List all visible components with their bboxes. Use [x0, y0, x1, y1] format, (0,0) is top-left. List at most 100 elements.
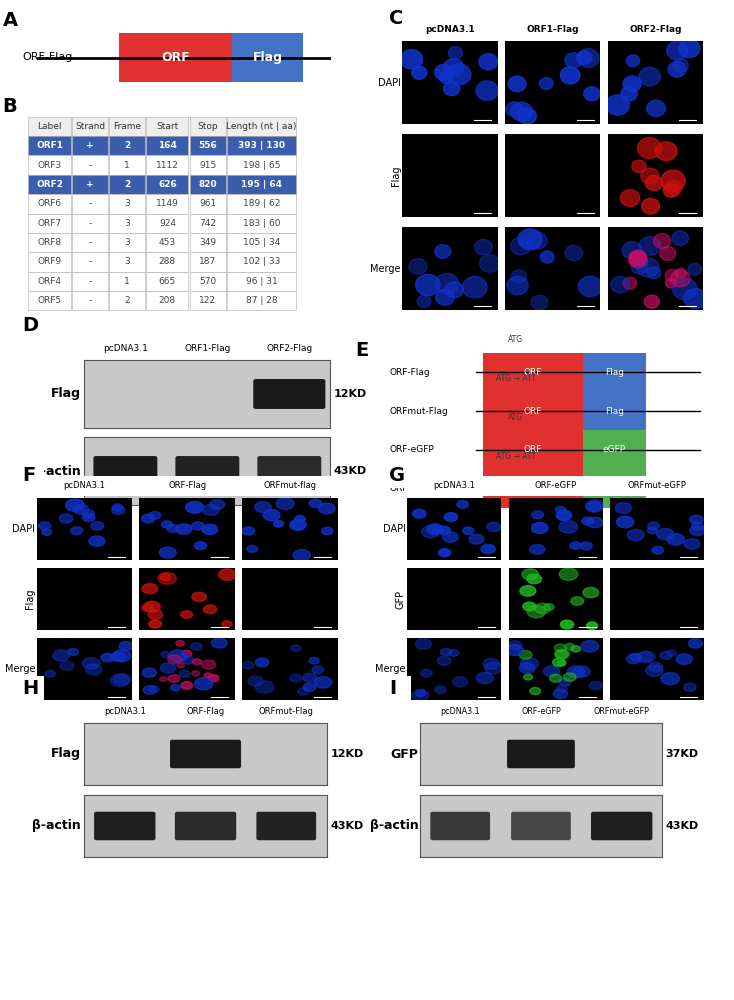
- Circle shape: [101, 653, 114, 662]
- Circle shape: [242, 662, 254, 669]
- FancyBboxPatch shape: [482, 352, 583, 393]
- Text: E: E: [356, 341, 369, 360]
- Circle shape: [443, 81, 460, 96]
- Text: pcDNA3.1: pcDNA3.1: [63, 482, 106, 490]
- Circle shape: [539, 78, 553, 89]
- Circle shape: [168, 675, 180, 682]
- Circle shape: [113, 674, 131, 685]
- Bar: [227, 117, 296, 136]
- Circle shape: [112, 650, 131, 662]
- Circle shape: [142, 514, 155, 523]
- Circle shape: [312, 666, 324, 673]
- Circle shape: [577, 49, 599, 67]
- Bar: [190, 136, 226, 155]
- Circle shape: [587, 517, 603, 528]
- Bar: [72, 252, 108, 272]
- Text: +: +: [86, 141, 94, 150]
- Text: Flag: Flag: [605, 407, 624, 416]
- Circle shape: [527, 606, 545, 618]
- Circle shape: [481, 544, 495, 554]
- Circle shape: [290, 674, 302, 682]
- Circle shape: [657, 528, 674, 540]
- Circle shape: [639, 237, 661, 255]
- Circle shape: [110, 674, 129, 687]
- Text: ORF: ORF: [161, 51, 190, 64]
- Bar: [227, 194, 296, 214]
- Text: ORF4: ORF4: [37, 277, 62, 286]
- Text: Merge: Merge: [4, 664, 35, 674]
- Bar: [146, 252, 189, 272]
- Text: 1: 1: [124, 277, 130, 286]
- Circle shape: [672, 278, 697, 300]
- Circle shape: [438, 549, 451, 557]
- Circle shape: [210, 500, 225, 509]
- Circle shape: [161, 651, 170, 658]
- Circle shape: [567, 666, 584, 678]
- Circle shape: [520, 658, 538, 669]
- Bar: [190, 194, 226, 214]
- Circle shape: [159, 547, 176, 558]
- Circle shape: [211, 638, 227, 648]
- Bar: [72, 194, 108, 214]
- Circle shape: [530, 545, 545, 554]
- Text: Merge: Merge: [375, 664, 406, 674]
- Circle shape: [641, 168, 659, 184]
- Bar: [72, 136, 108, 155]
- Text: eGFP: eGFP: [603, 445, 626, 454]
- Circle shape: [415, 639, 432, 649]
- Text: pcDNA3.1: pcDNA3.1: [103, 706, 146, 716]
- Circle shape: [82, 658, 100, 669]
- Circle shape: [143, 686, 156, 694]
- Circle shape: [53, 650, 70, 661]
- Circle shape: [42, 529, 51, 535]
- Circle shape: [298, 688, 309, 695]
- Text: Flag: Flag: [605, 368, 624, 377]
- Bar: [109, 214, 145, 233]
- Text: 2: 2: [124, 296, 130, 305]
- Circle shape: [248, 676, 264, 686]
- Circle shape: [581, 640, 599, 652]
- Text: ORF2: ORF2: [36, 180, 63, 189]
- Text: -: -: [88, 296, 92, 305]
- Circle shape: [111, 652, 126, 662]
- Bar: [72, 272, 108, 291]
- Circle shape: [560, 620, 574, 629]
- Bar: [29, 194, 70, 214]
- Circle shape: [544, 604, 554, 610]
- Text: ATG: ATG: [509, 413, 523, 422]
- Circle shape: [507, 276, 528, 295]
- Circle shape: [400, 50, 423, 69]
- Circle shape: [629, 252, 647, 268]
- Circle shape: [676, 654, 693, 664]
- FancyBboxPatch shape: [256, 812, 316, 840]
- Text: ORF2-Flag: ORF2-Flag: [629, 25, 682, 34]
- Circle shape: [413, 509, 426, 518]
- Text: 102 | 33: 102 | 33: [243, 257, 280, 266]
- Circle shape: [691, 522, 703, 530]
- Circle shape: [437, 656, 451, 665]
- Circle shape: [321, 527, 333, 535]
- Circle shape: [581, 542, 592, 550]
- Circle shape: [638, 651, 655, 663]
- Bar: [146, 136, 189, 155]
- Circle shape: [445, 282, 463, 298]
- Circle shape: [586, 622, 597, 629]
- Text: 43KD: 43KD: [666, 821, 699, 831]
- Circle shape: [639, 67, 661, 86]
- Circle shape: [559, 568, 578, 580]
- Text: B: B: [3, 97, 18, 115]
- Circle shape: [182, 656, 194, 664]
- Text: ORF9: ORF9: [37, 257, 62, 266]
- Circle shape: [263, 510, 280, 521]
- Circle shape: [170, 684, 181, 691]
- Text: ORFmut-Flag: ORFmut-Flag: [259, 706, 313, 716]
- Text: ATG: ATG: [509, 335, 523, 344]
- Circle shape: [611, 276, 630, 293]
- Circle shape: [512, 270, 526, 283]
- Circle shape: [645, 176, 663, 191]
- Circle shape: [627, 529, 644, 541]
- Circle shape: [203, 605, 217, 614]
- Circle shape: [517, 108, 537, 124]
- Circle shape: [673, 59, 688, 72]
- Text: 122: 122: [200, 296, 217, 305]
